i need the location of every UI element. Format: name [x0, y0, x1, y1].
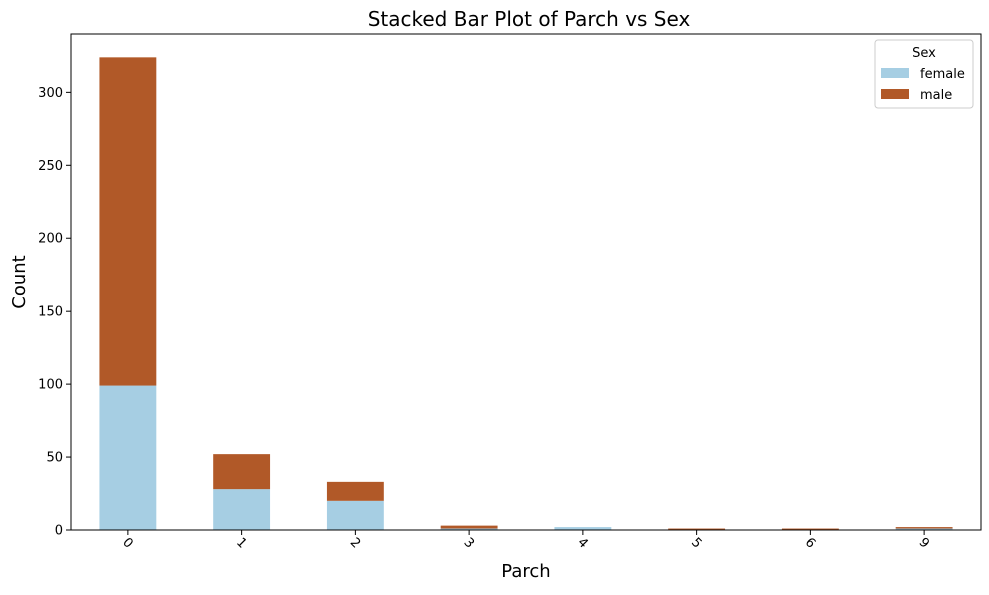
- bar-female-3: [440, 528, 498, 530]
- x-tick-label: 6: [802, 535, 818, 551]
- bar-female-0: [99, 385, 157, 530]
- x-tick-label: 2: [347, 535, 363, 551]
- plot-frame: [70, 33, 982, 531]
- x-tick-label: 4: [574, 535, 590, 551]
- legend-label-female: female: [920, 67, 965, 82]
- y-tick-label: 300: [38, 86, 63, 101]
- bar-male-9: [895, 527, 953, 529]
- plot-area: 0 50 100 150 200 250 300 0 1 2 3 4 5 6 9: [38, 33, 982, 552]
- bar-male-5: [668, 528, 726, 530]
- legend-swatch-male: [881, 89, 909, 99]
- x-axis-label: Parch: [501, 561, 550, 582]
- y-tick-label: 0: [55, 524, 63, 539]
- bar-male-1: [213, 454, 271, 490]
- bar-female-9: [895, 528, 953, 530]
- legend-swatch-female: [881, 68, 909, 78]
- bar-female-2: [326, 500, 384, 530]
- x-tick-label: 3: [461, 535, 477, 551]
- bar-male-6: [781, 528, 839, 530]
- bar-male-0: [99, 57, 157, 386]
- bar-male-3: [440, 525, 498, 529]
- legend-label-male: male: [920, 88, 952, 103]
- y-tick-label: 150: [38, 305, 63, 320]
- x-tick-label: 9: [916, 535, 932, 551]
- legend-title: Sex: [912, 46, 936, 61]
- y-axis-label: Count: [9, 255, 30, 308]
- y-tick-label: 50: [46, 451, 63, 466]
- bar-female-4: [554, 527, 612, 530]
- legend: Sex female male: [874, 39, 974, 109]
- x-tick-label: 1: [233, 535, 249, 551]
- bar-female-1: [213, 489, 271, 530]
- x-tick-label: 0: [119, 535, 135, 551]
- y-tick-label: 250: [38, 159, 63, 174]
- y-tick-label: 200: [38, 232, 63, 247]
- chart-title: Stacked Bar Plot of Parch vs Sex: [368, 7, 691, 31]
- bar-male-2: [326, 481, 384, 501]
- y-tick-label: 100: [38, 378, 63, 393]
- x-tick-label: 5: [688, 535, 704, 551]
